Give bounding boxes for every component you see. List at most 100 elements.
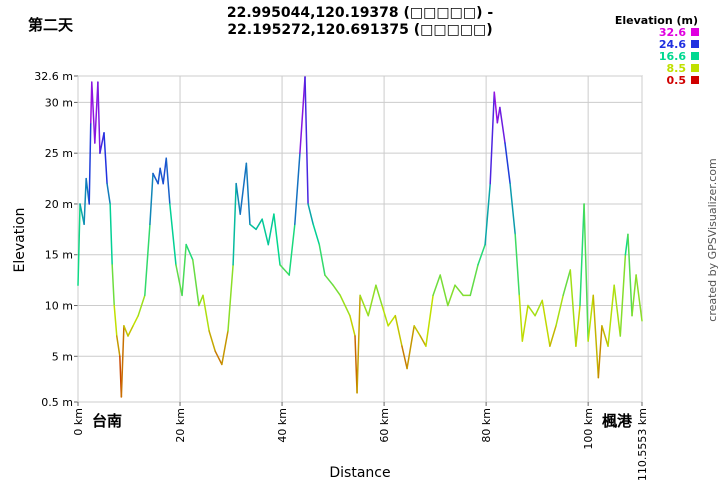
elevation-segment: [304, 76, 309, 205]
elevation-segment: [454, 284, 464, 297]
x-tick-label: 0 km: [72, 408, 85, 436]
legend-label: 0.5: [667, 74, 687, 87]
elevation-segment: [111, 264, 115, 307]
elevation-segment: [381, 304, 389, 327]
elevation-segment: [181, 243, 187, 297]
legend-label: 32.6: [659, 26, 686, 39]
elevation-segment: [504, 142, 511, 185]
elevation-segment: [499, 106, 506, 144]
elevation-segment: [514, 233, 521, 297]
elevation-segment: [579, 203, 585, 307]
elevation-segment: [202, 294, 210, 332]
elevation-segment: [394, 314, 403, 347]
elevation-segment: [587, 294, 595, 342]
elevation-segment: [116, 335, 121, 358]
legend-title: Elevation (m): [615, 14, 698, 27]
legend-label: 24.6: [659, 38, 686, 51]
elevation-segment: [597, 325, 603, 379]
elevation-segment: [208, 330, 216, 352]
elevation-segment: [419, 335, 427, 347]
plot-area: [77, 75, 643, 403]
y-tick-label: 15 m: [45, 249, 73, 262]
legend-label: 16.6: [659, 50, 686, 63]
y-tick-label: 0.5 m: [41, 396, 73, 409]
x-axis-label: Distance: [329, 465, 390, 480]
elevation-segment: [91, 81, 96, 144]
legend-label: 8.5: [667, 62, 687, 75]
elevation-segment: [99, 132, 105, 154]
elevation-segment: [267, 213, 275, 246]
elevation-segment: [175, 264, 183, 297]
x-tick-label: 40 km: [276, 408, 289, 443]
legend-swatch: [691, 28, 699, 36]
elevation-segment: [232, 182, 237, 266]
credit: created by GPSVisualizer.com: [706, 158, 719, 321]
y-tick-label: 10 m: [45, 300, 73, 313]
elevation-segment: [152, 172, 159, 185]
elevation-segment: [359, 294, 370, 317]
elevation-segment: [159, 167, 164, 185]
elevation-segment: [509, 182, 516, 236]
elevation-segment: [518, 294, 524, 342]
elevation-segment: [83, 177, 87, 226]
elevation-segment: [239, 162, 248, 215]
y-tick-label: 25 m: [45, 147, 73, 160]
elevation-segment: [137, 294, 146, 317]
elevation-segment: [245, 162, 251, 226]
legend-swatch: [691, 40, 699, 48]
elevation-segment: [149, 172, 154, 226]
elevation-segment: [569, 269, 577, 347]
elevation-segment: [144, 223, 151, 297]
elevation-segment: [356, 294, 361, 394]
elevation-segment: [214, 350, 223, 366]
elevation-segment: [367, 284, 377, 317]
annotation: 台南: [92, 412, 122, 430]
elevation-segment: [307, 203, 314, 226]
elevation-segment: [227, 264, 234, 332]
elevation-segment: [406, 325, 415, 370]
elevation-segment: [631, 274, 637, 317]
y-tick-label: 30 m: [45, 96, 73, 109]
elevation-segment: [132, 314, 139, 327]
elevation-segment: [401, 345, 408, 370]
elevation-segment: [439, 274, 449, 307]
elevation-segment: [375, 284, 383, 307]
elevation-segment: [77, 203, 81, 286]
elevation-segment: [120, 325, 125, 398]
elevation-segment: [555, 294, 564, 327]
legend-swatch: [691, 64, 699, 72]
elevation-segment: [549, 325, 557, 347]
elevation-segment: [489, 91, 496, 185]
elevation-segment: [288, 223, 296, 276]
y-axis-label: Elevation: [12, 207, 28, 272]
elevation-segment: [339, 294, 351, 317]
elevation-segment: [97, 81, 101, 154]
elevation-segment: [261, 218, 270, 246]
elevation-segment: [484, 182, 491, 246]
elevation-segment: [425, 294, 434, 347]
elevation-segment: [324, 274, 334, 286]
elevation-segment: [496, 106, 501, 124]
elevation-segment: [607, 284, 615, 347]
elevation-segment: [94, 81, 99, 144]
elevation-segment: [165, 157, 171, 205]
elevation-segment: [109, 203, 113, 266]
elevation-segment: [583, 203, 589, 342]
elevation-segment: [185, 243, 194, 261]
elevation-segment: [235, 182, 241, 215]
elevation-segment: [221, 330, 229, 366]
elevation-segment: [113, 304, 118, 337]
elevation-segment: [562, 269, 572, 297]
elevation-segment: [534, 299, 543, 317]
elevation-segment: [527, 304, 536, 317]
elevation-segment: [299, 76, 306, 154]
elevation-segment: [332, 284, 341, 297]
elevation-segment: [273, 213, 281, 266]
x-tick-label: 80 km: [480, 408, 493, 443]
elevation-segment: [413, 325, 422, 337]
x-tick-label: 60 km: [378, 408, 391, 443]
x-tick-label: 20 km: [174, 408, 187, 443]
elevation-segment: [294, 152, 301, 226]
elevation-segment: [447, 284, 456, 307]
